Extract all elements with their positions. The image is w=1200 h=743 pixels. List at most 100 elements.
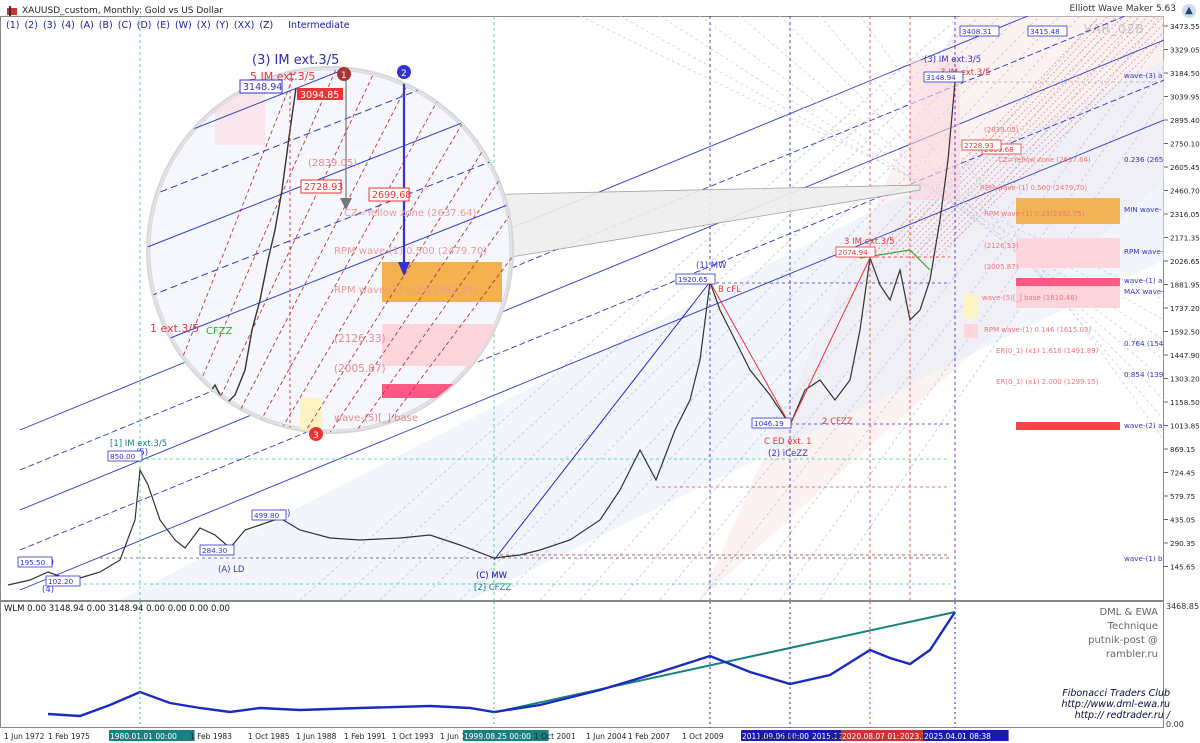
price-tick-label: 145.65 <box>1170 563 1195 572</box>
time-tick-label: 2023.10 <box>900 732 931 741</box>
var-label: VAR_02B <box>1084 22 1145 36</box>
price-box <box>1027 25 1068 37</box>
credits-bottom: Fibonacci Traders Club http://www.dml-ew… <box>1060 688 1170 721</box>
price-box <box>107 450 143 462</box>
wave-degree-0[interactable]: (1) <box>6 20 20 31</box>
time-tick-label: 2025.04.01 08:38 <box>924 732 991 741</box>
wave-degree-4[interactable]: (A) <box>79 20 94 31</box>
zone-note: (2126.33) <box>984 242 1019 250</box>
wave-labels: (3) (4) (5) (B) (A) LD (C) MW [2] CFZZ [1] IM e… <box>42 55 990 595</box>
wave-degree-12[interactable]: (XX) <box>233 20 255 31</box>
time-tick-label: 1 Oct 1993 <box>392 732 434 741</box>
wave-degree-9[interactable]: (W) <box>174 20 192 31</box>
red-zone-2 <box>1016 422 1120 430</box>
magnifier-content <box>148 68 512 432</box>
wave-label: 3 IM ext.3/5 <box>844 237 894 247</box>
chart-header: XAUUSD_custom, Monthly: Gold vs US Dolla… <box>6 4 223 18</box>
time-highlight <box>899 730 939 741</box>
mag-rpm-b: RPM wave-(1) 0.23(2392.75) <box>334 285 478 296</box>
price-box-label: 1046.19 <box>754 419 784 428</box>
time-highlight <box>811 730 897 741</box>
zone-note: CZ=Yellow zone (2637.64) <box>998 156 1091 164</box>
mag-price-right: 3094.85 <box>300 90 339 101</box>
green-wave-line <box>859 249 931 271</box>
wave-degree-13[interactable]: (Z) <box>259 20 274 31</box>
price-tick-label: 2026.65 <box>1170 257 1200 266</box>
price-box-label: 3408.31 <box>962 27 992 36</box>
price-tick-label: 3473.55 <box>1170 22 1200 31</box>
wave-degree-8[interactable]: (E) <box>156 20 170 31</box>
date-lines <box>139 16 956 600</box>
wave-label: (3) <box>42 558 54 568</box>
wave-label: [2] CFZZ <box>474 583 511 593</box>
mag-base: wave-(5)[_] base <box>334 413 418 424</box>
time-tick-label: 1 Jun 2004 <box>586 732 627 741</box>
price-box <box>835 246 876 258</box>
current-degree[interactable]: Intermediate <box>288 20 350 31</box>
credits-site2: http:// redtrader.ru / <box>1074 710 1170 721</box>
indicator-name: Elliott Wave Maker 5.63 <box>1069 4 1176 14</box>
wave-degree-1[interactable]: (2) <box>24 20 38 31</box>
zone-note: RPM wave-(1) 0.146 (1615.03) <box>984 326 1091 334</box>
mag-subtitle: 5 IM ext.3/5 <box>250 70 315 83</box>
pink-zone-3 <box>964 324 978 338</box>
price-box-label: 3148.94 <box>926 73 956 82</box>
wave-label: (1) MW <box>696 261 727 271</box>
mag-ext-label: 1 ext.3/5 <box>150 322 199 335</box>
wave-label: [1] IM ext.3/5 <box>110 439 167 449</box>
mag-price-left: 3148.94 <box>243 82 282 93</box>
time-tick-label: 1 Oct 2009 <box>682 732 724 741</box>
price-tick-label: 1303.20 <box>1170 375 1200 384</box>
marker-2-icon <box>397 65 411 79</box>
right-level-label: wave-(1) b <box>1124 554 1163 563</box>
mag-price-series <box>159 87 297 407</box>
wave-degree-11[interactable]: (Y) <box>215 20 229 31</box>
zone-note: (2839.05) <box>984 126 1019 134</box>
time-highlight <box>841 730 927 741</box>
time-highlight <box>923 730 1009 741</box>
price-tick-label: 869.15 <box>1170 445 1195 454</box>
mag-level-c-box <box>368 187 410 202</box>
time-tick-label: 1 Jun 1972 <box>4 732 45 741</box>
main-pane-frame <box>0 16 1164 601</box>
price-box-label: 3415.48 <box>1030 27 1060 36</box>
wave-label: (3) IM ext.3/5 <box>924 55 981 65</box>
scroll-up-icon[interactable]: ▲ <box>1182 4 1196 18</box>
wave-degree-6[interactable]: (C) <box>117 20 132 31</box>
price-box <box>17 556 53 568</box>
price-tick-label: 290.35 <box>1170 539 1195 548</box>
wave-label: (C) MW <box>476 571 508 581</box>
time-highlight <box>109 730 195 741</box>
time-tick-label: 1 Jun 1988 <box>296 732 337 741</box>
wlm-series <box>47 611 957 718</box>
mag-level-d: (2126.33) <box>334 333 386 345</box>
wlm-trendline <box>495 611 956 713</box>
time-axis: 1 Jun 1972 1 Feb 1975 1980.01.01 00:00 1 Fe… <box>4 730 1009 741</box>
time-tick-label: 1 Feb 2007 <box>628 732 670 741</box>
wave-degree-7[interactable]: (D) <box>136 20 152 31</box>
wave-degree-toolbar: (1) (2) (3) (4) (A) (B) (C) (D) (E) (W) (X) (Y) (XX)… <box>6 20 350 31</box>
wave-label: 2 CFZZ <box>822 417 853 427</box>
right-level-labels: wave-(3) a 0.236 (265 MIN wave- RPM wave-wa… <box>980 71 1164 563</box>
mag-price-left-box <box>239 79 283 94</box>
level-lines <box>48 81 1164 585</box>
wave-degree-10[interactable]: (X) <box>196 20 211 31</box>
mag-yellow-zone <box>300 398 322 432</box>
fan-lines <box>19 16 1164 600</box>
wave-degree-5[interactable]: (B) <box>98 20 113 31</box>
wave-label: 3 IM ext.3/5 <box>940 68 990 78</box>
right-level-label: RPM wave- <box>1124 247 1164 256</box>
right-level-label: MAX wave- <box>1124 287 1164 296</box>
chart-title: XAUUSD_custom, Monthly: Gold vs US Dolla… <box>22 6 224 16</box>
price-box <box>959 25 1000 37</box>
right-level-label: 0.764 (154 <box>1124 339 1164 348</box>
wave-degree-2[interactable]: (3) <box>42 20 57 31</box>
fan-zone <box>700 16 1164 600</box>
marker-1-icon <box>337 67 351 81</box>
price-box <box>45 575 81 587</box>
yellow-zone <box>964 294 978 318</box>
credits-club: Fibonacci Traders Club <box>1062 688 1170 699</box>
price-box <box>199 544 235 556</box>
wave-label: (B) <box>278 509 290 519</box>
wave-degree-3[interactable]: (4) <box>61 20 75 31</box>
